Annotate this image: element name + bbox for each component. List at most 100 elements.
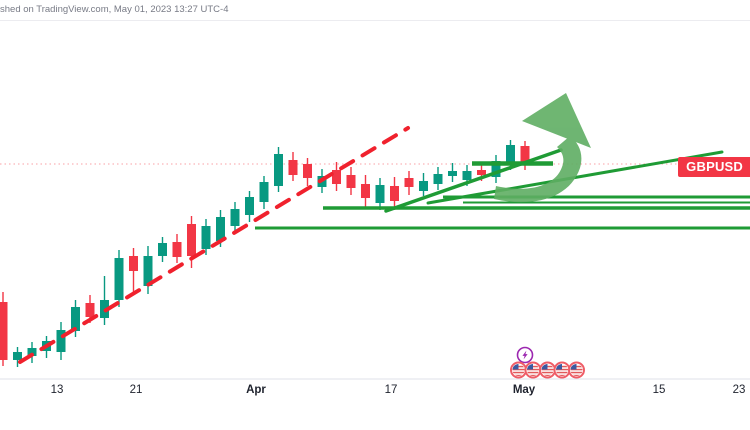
flag-stripe — [512, 368, 525, 371]
candle-body — [288, 160, 298, 175]
flag-stripe — [556, 371, 568, 374]
candle-body — [143, 256, 153, 286]
candle-body — [419, 181, 428, 191]
candle-body — [303, 164, 312, 178]
flag-face — [570, 364, 583, 376]
up-arrow-tail — [494, 136, 582, 203]
candle-body — [346, 175, 356, 188]
candle-body — [158, 243, 167, 256]
event-icons-layer[interactable] — [510, 346, 585, 379]
flag-stripe — [512, 374, 525, 376]
time-axis-labels[interactable]: 13 21 Apr 17 May 15 23 — [0, 384, 750, 400]
flag-stripe — [556, 368, 568, 371]
candle-up — [56, 322, 66, 360]
candle-body — [520, 146, 530, 163]
candle-down — [404, 171, 414, 195]
flag-canton — [556, 364, 562, 370]
flag-stripe — [512, 371, 525, 374]
rising-trendline — [384, 148, 563, 213]
candle-body — [230, 209, 240, 226]
flag-stripe — [570, 368, 583, 371]
candle-body — [114, 258, 124, 300]
flag-canton — [527, 364, 533, 370]
flag-face — [512, 364, 525, 376]
candle-body — [491, 161, 501, 177]
candle-body — [390, 186, 399, 201]
candle-body — [506, 145, 515, 164]
candle-body — [274, 154, 283, 186]
flag-stripe — [541, 371, 554, 374]
candle-up — [114, 250, 124, 307]
flag-face — [527, 364, 539, 376]
lightning-bolt — [522, 350, 528, 360]
candle-body — [216, 217, 225, 241]
flag-stripe — [527, 368, 539, 371]
candle-down — [288, 152, 298, 181]
candle-down — [361, 175, 370, 208]
time-axis-label-15[interactable]: 15 — [652, 384, 666, 396]
candle-up — [259, 176, 269, 209]
candle-body — [375, 185, 385, 203]
header-bar: shed on TradingView.com, May 01, 2023 13… — [0, 0, 750, 21]
time-axis-label-21[interactable]: 21 — [129, 384, 143, 396]
candle-down — [129, 248, 138, 294]
candle-body — [56, 330, 66, 352]
flag-stripe — [570, 374, 583, 376]
candle-body — [404, 178, 414, 187]
candle-up — [375, 178, 385, 210]
us-flag-event-icon[interactable] — [524, 361, 542, 379]
time-axis-label-13[interactable]: 13 — [50, 384, 64, 396]
flag-stripe — [541, 374, 554, 376]
candle-down — [172, 234, 182, 263]
candle-down — [332, 162, 341, 191]
flag-stripe — [556, 374, 568, 376]
candle-down — [303, 158, 312, 186]
candle-body — [187, 224, 196, 256]
candle-body — [245, 197, 254, 215]
publish-attribution-text: shed on TradingView.com, May 01, 2023 13… — [0, 4, 229, 15]
candle-body — [13, 352, 22, 360]
candle-up — [419, 173, 428, 196]
candle-body — [477, 170, 486, 175]
us-flag-event-icon[interactable] — [568, 361, 585, 379]
candle-body — [201, 226, 211, 249]
symbol-price-label: GBPUSD — [678, 157, 750, 177]
flag-stripe — [527, 374, 539, 376]
candle-up — [491, 155, 501, 183]
candle-body — [27, 348, 37, 356]
flag-stripe — [527, 371, 539, 374]
candle-body — [71, 307, 80, 331]
candle-body — [129, 256, 138, 271]
candle-up — [201, 219, 211, 255]
us-flag-event-icon[interactable] — [510, 361, 527, 379]
candle-body — [0, 302, 8, 360]
candle-up — [158, 237, 167, 262]
candle-body — [448, 171, 457, 176]
candle-body — [433, 174, 443, 184]
time-axis-label-may[interactable]: May — [512, 384, 536, 396]
flag-stripe — [541, 368, 554, 371]
candle-up — [27, 342, 37, 363]
flag-canton — [570, 364, 577, 370]
candle-up — [433, 167, 443, 190]
time-axis-label-17[interactable]: 17 — [384, 384, 398, 396]
candle-body — [462, 171, 472, 180]
lightning-event-icon[interactable] — [516, 346, 534, 364]
candle-body — [259, 182, 269, 202]
flag-face — [541, 364, 554, 376]
time-axis-label-23[interactable]: 23 — [732, 384, 746, 396]
candle-up — [448, 163, 457, 182]
up-arrow-head — [522, 93, 591, 148]
flag-stripe — [570, 371, 583, 374]
us-flag-event-icon[interactable] — [539, 361, 556, 379]
time-axis-label-apr[interactable]: Apr — [246, 384, 266, 396]
flag-canton — [541, 364, 548, 370]
us-flag-event-icon[interactable] — [553, 361, 571, 379]
candle-up — [230, 202, 240, 233]
candle-down — [346, 167, 356, 195]
candle-body — [332, 170, 341, 184]
flag-face — [556, 364, 568, 376]
annotations-layer — [18, 93, 750, 364]
